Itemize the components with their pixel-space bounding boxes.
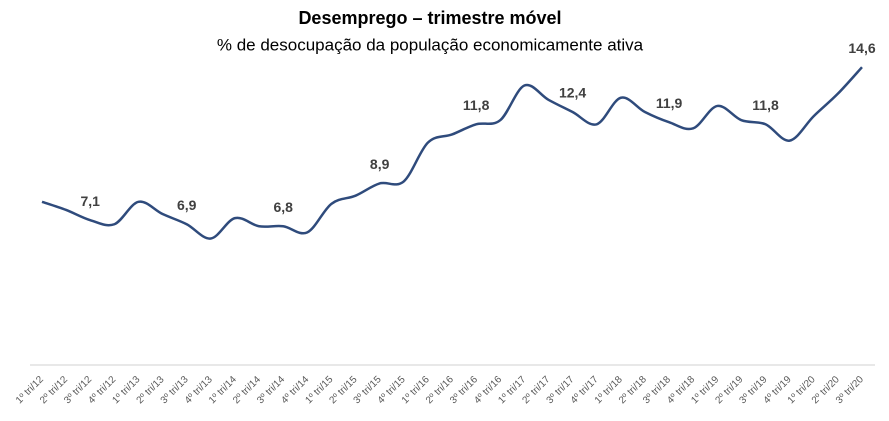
data-label: 11,9 — [656, 95, 683, 111]
data-label: 11,8 — [463, 97, 490, 113]
chart-subtitle: % de desocupação da população economicam… — [217, 35, 644, 54]
chart-title: Desemprego – trimestre móvel — [298, 8, 561, 28]
line — [41, 66, 863, 240]
x-tick-label: 3º tri/20 — [834, 374, 866, 406]
data-label: 14,6 — [848, 40, 875, 56]
data-label: 8,9 — [370, 156, 390, 172]
data-label: 7,1 — [81, 193, 101, 209]
data-label: 12,4 — [559, 85, 586, 101]
data-label: 6,8 — [273, 199, 293, 215]
data-label: 6,9 — [177, 197, 197, 213]
data-label: 11,8 — [752, 97, 779, 113]
